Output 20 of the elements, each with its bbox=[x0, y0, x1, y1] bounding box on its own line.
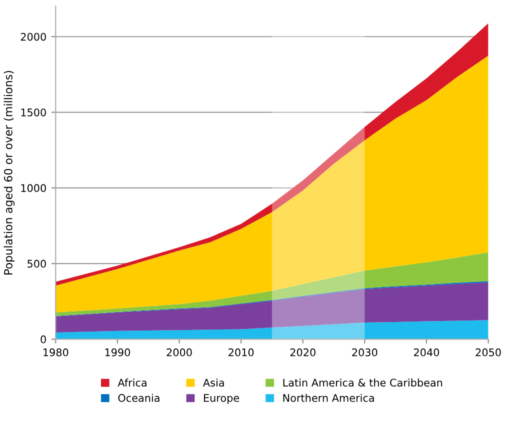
legend-label: Africa bbox=[118, 378, 146, 387]
x-tick-label: 2030 bbox=[352, 348, 378, 356]
x-tick-label: 2020 bbox=[290, 348, 316, 356]
y-axis-title: Population aged 60 or over (millions) bbox=[4, 70, 15, 274]
legend-label: Northern America bbox=[283, 394, 374, 402]
legend-label: Asia bbox=[203, 378, 224, 387]
y-tick-label: 1500 bbox=[21, 108, 46, 116]
y-tick-label: 2000 bbox=[20, 32, 46, 41]
x-tick-label: 2050 bbox=[476, 348, 501, 356]
x-tick-label: 1990 bbox=[105, 348, 130, 356]
y-tick-label: 500 bbox=[28, 260, 46, 268]
x-tick-label: 2000 bbox=[166, 348, 192, 356]
legend-label: Latin America & the Caribbean bbox=[283, 378, 442, 387]
x-tick-label: 2040 bbox=[414, 348, 440, 356]
x-tick-label: 2010 bbox=[228, 348, 254, 356]
x-tick-label: 1980 bbox=[44, 348, 68, 356]
y-tick-label: 1000 bbox=[21, 184, 46, 192]
y-tick-label: 0 bbox=[40, 335, 46, 344]
legend-label: Europe bbox=[204, 394, 240, 404]
legend-label: Oceania bbox=[118, 394, 160, 402]
